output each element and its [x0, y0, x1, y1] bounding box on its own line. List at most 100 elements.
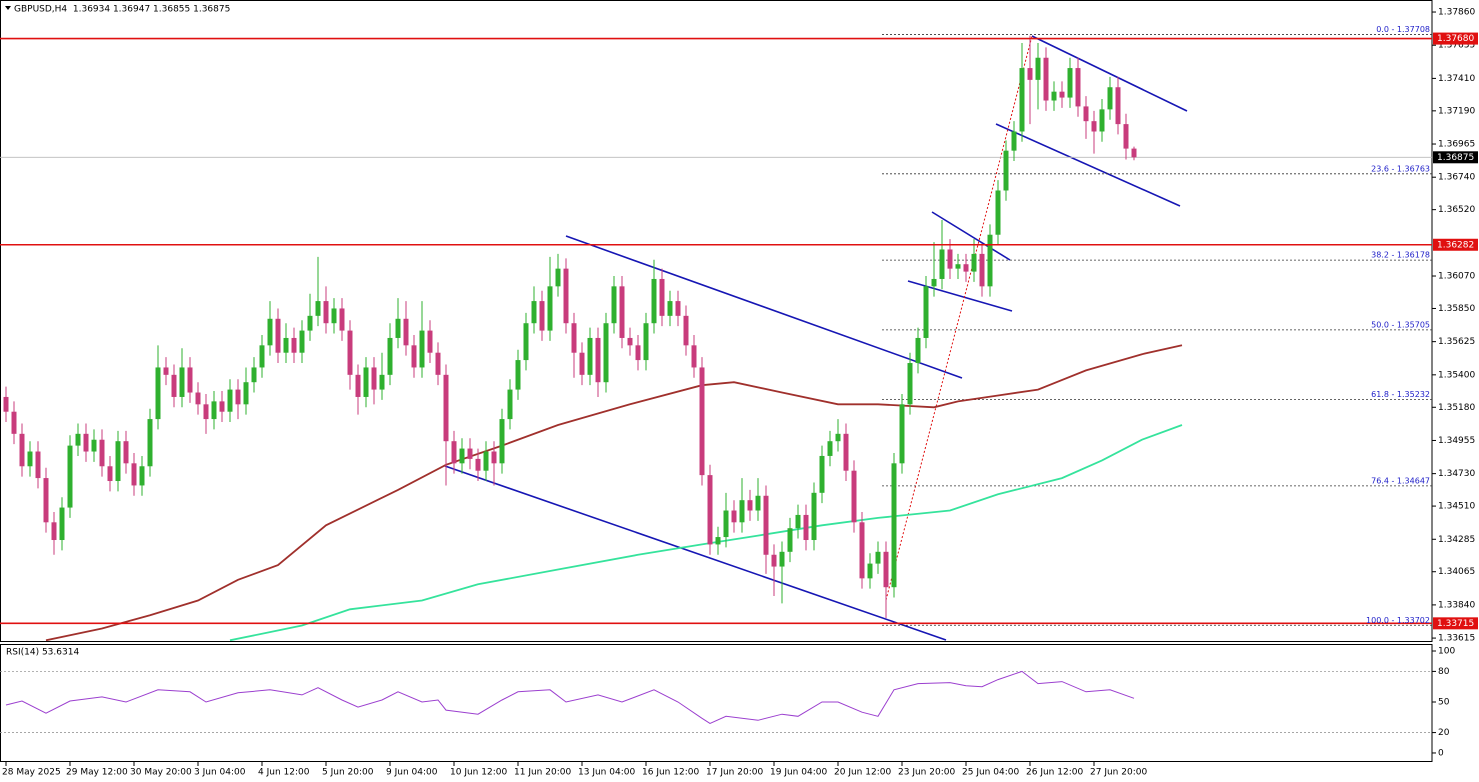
- rsi-line: [5, 670, 1135, 724]
- candle-body: [1043, 57, 1049, 101]
- candle-body: [163, 367, 169, 375]
- y-tick-label: 1.37410: [1438, 74, 1475, 84]
- fib-label: 50.0 - 1.35705: [1371, 320, 1430, 329]
- x-tick-label: 17 Jun 20:00: [706, 768, 763, 778]
- candle-body: [395, 318, 401, 338]
- candle-body: [1059, 91, 1065, 98]
- candle-body: [483, 451, 489, 471]
- fib-diagonal: [885, 35, 1033, 601]
- candle-body: [219, 401, 225, 412]
- candle-body: [387, 337, 393, 375]
- candle-body: [1003, 150, 1009, 191]
- rsi-title: RSI(14) 53.6314: [6, 648, 79, 658]
- candle-body: [763, 495, 769, 555]
- candle-body: [667, 301, 673, 316]
- candle-body: [1091, 121, 1097, 132]
- x-tick-label: 27 Jun 20:00: [1090, 768, 1147, 778]
- candle-body: [171, 374, 177, 397]
- x-tick-label: 19 Jun 04:00: [770, 768, 827, 778]
- y-tick-label: 1.34065: [1438, 567, 1475, 577]
- candle-body: [923, 286, 929, 338]
- candle-body: [59, 507, 65, 541]
- candle-body: [411, 345, 417, 368]
- candle-body: [707, 475, 713, 545]
- candle-body: [195, 392, 201, 405]
- y-tick-label: 1.34510: [1438, 502, 1475, 512]
- y-tick-label: 80: [1438, 667, 1450, 677]
- candle-body: [675, 301, 681, 316]
- candle-body: [91, 439, 97, 452]
- candle-body: [3, 396, 9, 412]
- candle-body: [691, 345, 697, 368]
- candle-body: [635, 345, 641, 361]
- candle-body: [1051, 91, 1057, 101]
- candle-body: [35, 451, 41, 479]
- candle-body: [579, 352, 585, 375]
- rsi-plot: [0, 670, 1432, 733]
- candle-body: [1123, 124, 1129, 149]
- level-label: 1.36282: [1437, 240, 1474, 250]
- level-box: [1433, 238, 1478, 251]
- candle-body: [875, 551, 881, 564]
- candle-body: [795, 514, 801, 529]
- fib-label: 61.8 - 1.35232: [1371, 390, 1430, 399]
- candle-body: [475, 458, 481, 471]
- x-tick-label: 16 Jun 12:00: [642, 768, 699, 778]
- candle-body: [459, 448, 465, 464]
- y-tick-label: 1.36740: [1438, 173, 1475, 183]
- candle-body: [627, 337, 633, 346]
- level-box: [1433, 617, 1478, 630]
- candle-body: [939, 249, 945, 279]
- candle-body: [843, 433, 849, 471]
- candle-body: [955, 264, 961, 269]
- candle-body: [419, 330, 425, 368]
- candle-body: [699, 367, 705, 476]
- trendline: [907, 280, 1013, 312]
- candle-body: [683, 315, 689, 346]
- x-tick-label: 20 Jun 12:00: [834, 768, 891, 778]
- candle-body: [1035, 57, 1041, 80]
- candle-body: [587, 337, 593, 375]
- candle-body: [19, 433, 25, 467]
- candle-body: [643, 323, 649, 361]
- x-tick-label: 5 Jun 20:00: [322, 768, 374, 778]
- x-tick-label: 26 Jun 12:00: [1026, 768, 1083, 778]
- trendline: [565, 235, 963, 379]
- candle-body: [235, 389, 241, 405]
- candle-body: [755, 495, 761, 511]
- candle-body: [435, 352, 441, 375]
- level-label: 1.33715: [1437, 619, 1474, 629]
- candle-body: [907, 363, 913, 405]
- candle-body: [603, 323, 609, 383]
- candle-body: [739, 500, 745, 523]
- y-tick-label: 1.33615: [1438, 634, 1475, 644]
- candle-body: [867, 563, 873, 579]
- candle-body: [619, 286, 625, 338]
- candle-body: [995, 190, 1001, 235]
- candle-body: [507, 389, 513, 420]
- candle-body: [971, 253, 977, 272]
- candle-body: [595, 337, 601, 383]
- candle-body: [731, 510, 737, 523]
- candle-body: [723, 510, 729, 538]
- candle-body: [451, 441, 457, 464]
- y-tick-label: 0: [1438, 748, 1444, 758]
- candle-body: [51, 522, 57, 541]
- y-tick-label: 1.35180: [1438, 403, 1475, 413]
- candle-body: [43, 478, 49, 523]
- fib-label: 0.0 - 1.37708: [1376, 25, 1430, 34]
- candle-body: [835, 433, 841, 442]
- x-tick-label: 3 Jun 04:00: [194, 768, 246, 778]
- candle-body: [859, 522, 865, 579]
- candle-body: [539, 301, 545, 331]
- moving-average: [45, 344, 1183, 641]
- candle-body: [611, 286, 617, 324]
- x-tick-label: 10 Jun 12:00: [450, 768, 507, 778]
- rsi-panel: [0, 644, 1433, 762]
- candle-body: [827, 441, 833, 456]
- candle-body: [139, 466, 145, 486]
- candle-body: [1067, 68, 1073, 98]
- fib-label: 100.0 - 1.33702: [1366, 616, 1430, 625]
- candle-body: [355, 374, 361, 397]
